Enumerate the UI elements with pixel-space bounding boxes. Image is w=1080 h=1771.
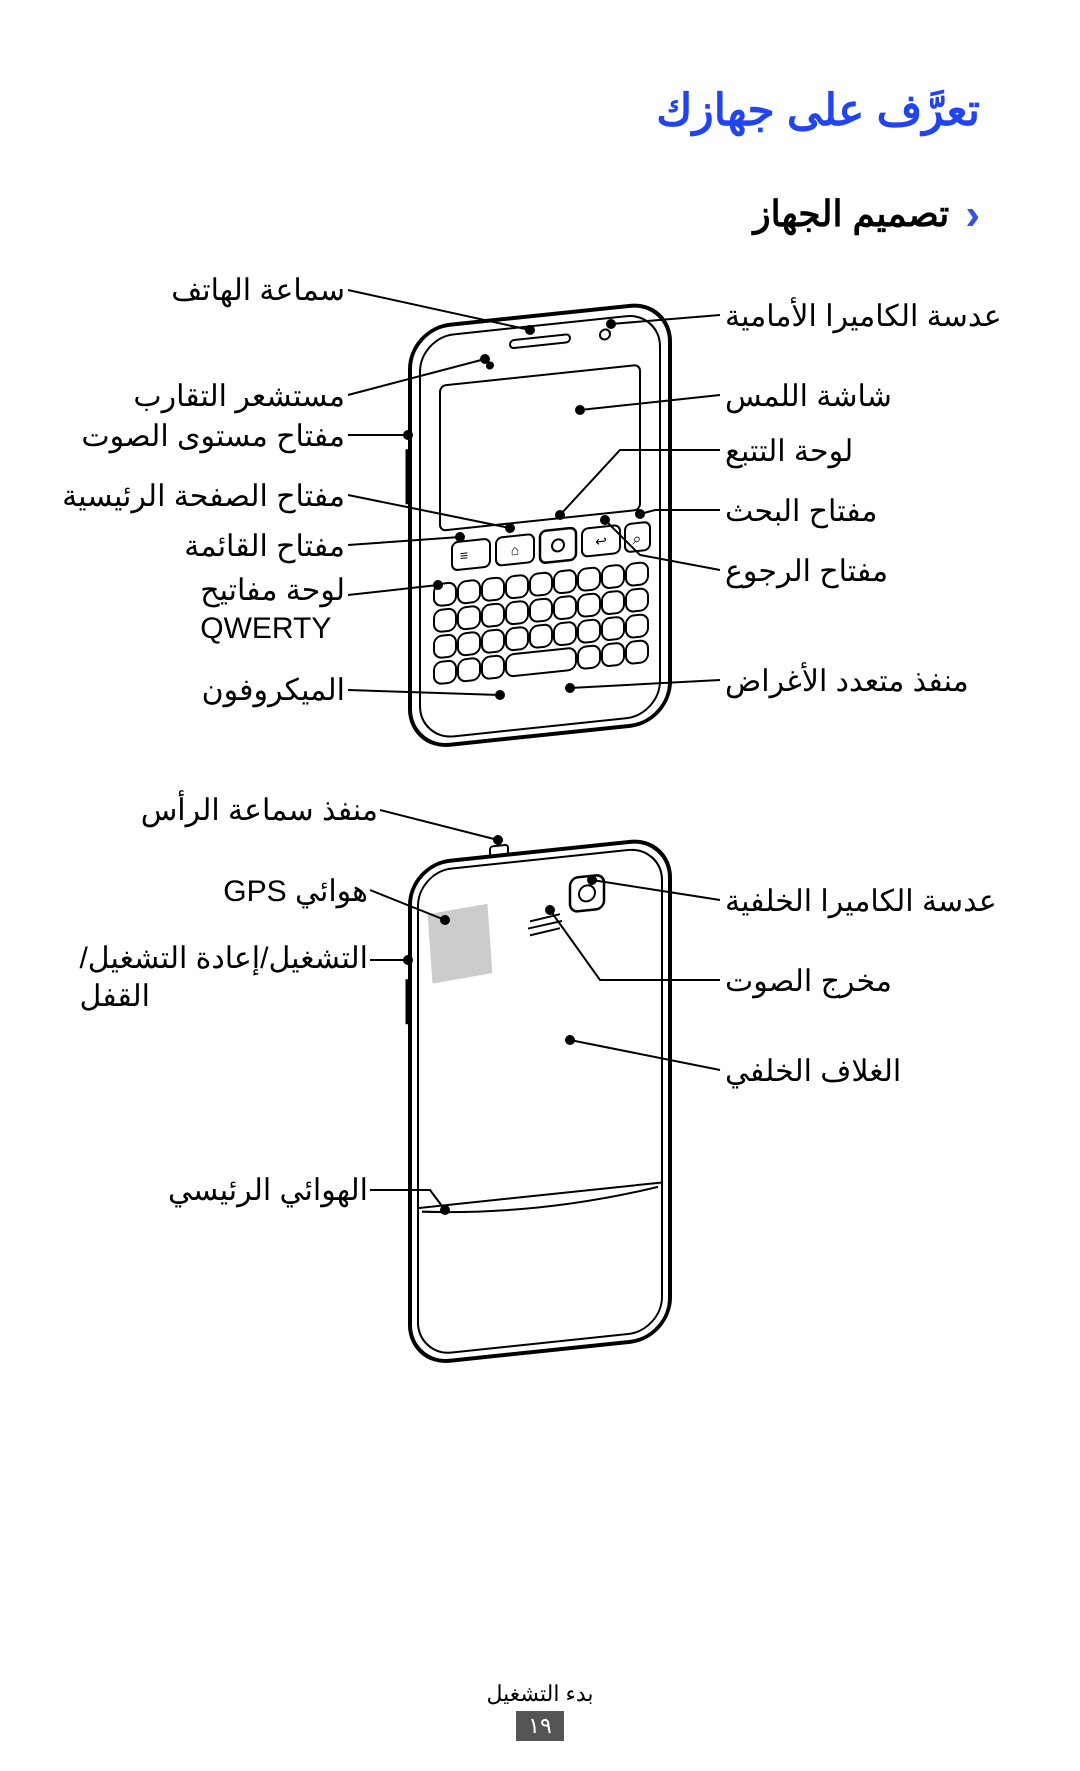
footer-text: بدء التشغيل [0, 1681, 1080, 1707]
label-proximity: مستشعر التقارب [133, 378, 345, 416]
label-microphone: الميكروفون [202, 672, 345, 710]
svg-text:⌂: ⌂ [511, 542, 519, 559]
label-speaker: مخرج الصوت [725, 963, 892, 1001]
phone-front-illustration: ≡ ⌂ ↩ ⌕ [400, 290, 700, 770]
qwerty-line2: QWERTY [200, 612, 331, 645]
section-marker-icon: ‹ [965, 190, 980, 239]
section-title: ‹ تصميم الجهاز [753, 190, 980, 240]
label-back-key: مفتاح الرجوع [725, 553, 888, 591]
label-menu: مفتاح القائمة [184, 528, 345, 566]
label-front-camera: عدسة الكاميرا الأمامية [725, 298, 1002, 336]
page-number: ١٩ [516, 1711, 564, 1741]
label-rear-camera: عدسة الكاميرا الخلفية [725, 883, 997, 921]
phone-back-illustration [400, 830, 700, 1390]
label-power: التشغيل/إعادة التشغيل/ القفل [79, 940, 368, 1015]
diagram-back: منفذ سماعة الرأس هوائي GPS التشغيل/إعادة… [0, 790, 1080, 1490]
label-search: مفتاح البحث [725, 493, 878, 531]
diagram-front: ≡ ⌂ ↩ ⌕ [0, 250, 1080, 790]
svg-text:↩: ↩ [595, 532, 607, 549]
label-volume: مفتاح مستوى الصوت [81, 418, 345, 456]
label-back-cover: الغلاف الخلفي [725, 1053, 901, 1091]
label-touchscreen: شاشة اللمس [725, 378, 892, 416]
label-main-antenna: الهوائي الرئيسي [168, 1172, 368, 1210]
svg-text:⌕: ⌕ [633, 530, 642, 549]
label-earpiece: سماعة الهاتف [171, 272, 345, 310]
power-line2: القفل [79, 980, 150, 1013]
label-multi-jack: منفذ متعدد الأغراض [725, 663, 969, 701]
label-gps-antenna: هوائي GPS [223, 873, 368, 911]
label-trackpad: لوحة التتبع [725, 433, 853, 471]
svg-text:≡: ≡ [460, 547, 468, 564]
label-home: مفتاح الصفحة الرئيسية [62, 478, 345, 516]
section-title-text: تصميم الجهاز [753, 193, 949, 234]
label-headset-jack: منفذ سماعة الرأس [141, 792, 378, 830]
page-footer: بدء التشغيل ١٩ [0, 1681, 1080, 1741]
qwerty-line1: لوحة مفاتيح [200, 574, 345, 607]
power-line1: التشغيل/إعادة التشغيل/ [79, 942, 368, 975]
page-title: تعرَّف على جهازك [656, 85, 980, 136]
label-qwerty: لوحة مفاتيح QWERTY [200, 572, 345, 647]
